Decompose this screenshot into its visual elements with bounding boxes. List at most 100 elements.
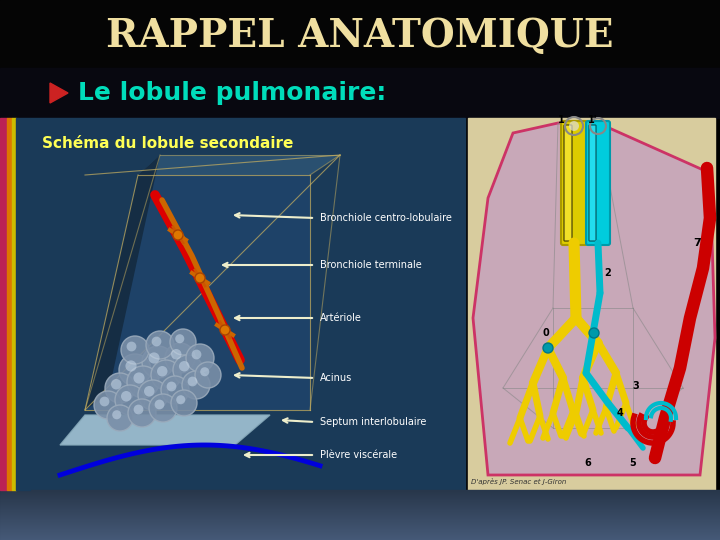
Circle shape <box>543 343 553 353</box>
Bar <box>0 507 720 508</box>
Bar <box>0 531 720 532</box>
Text: 3: 3 <box>633 381 639 391</box>
Bar <box>0 504 720 505</box>
Text: 2: 2 <box>605 268 611 278</box>
Bar <box>0 513 720 514</box>
Circle shape <box>134 404 143 414</box>
Bar <box>0 536 720 537</box>
Bar <box>0 515 720 516</box>
Text: Acinus: Acinus <box>320 373 352 383</box>
Bar <box>0 500 720 501</box>
Circle shape <box>200 367 210 376</box>
Bar <box>12 118 16 490</box>
Text: 0: 0 <box>543 328 549 338</box>
Bar <box>0 514 720 515</box>
FancyBboxPatch shape <box>589 125 596 241</box>
Circle shape <box>121 391 132 402</box>
Text: 4: 4 <box>616 408 624 418</box>
Bar <box>0 498 720 499</box>
Circle shape <box>112 410 121 419</box>
Bar <box>0 505 720 506</box>
Bar <box>30 118 465 490</box>
Bar <box>0 508 720 509</box>
Circle shape <box>142 346 174 378</box>
Circle shape <box>99 396 109 407</box>
Circle shape <box>107 405 133 431</box>
Polygon shape <box>60 415 270 445</box>
Circle shape <box>121 336 149 364</box>
Circle shape <box>175 334 184 343</box>
Circle shape <box>171 390 197 416</box>
Bar <box>0 517 720 518</box>
Circle shape <box>146 331 174 359</box>
Bar <box>0 0 720 68</box>
Bar <box>0 537 720 538</box>
Bar <box>0 490 720 491</box>
Circle shape <box>94 391 122 419</box>
Text: Schéma du lobule secondaire: Schéma du lobule secondaire <box>42 136 293 151</box>
Circle shape <box>105 373 135 403</box>
Text: 1': 1' <box>588 115 598 125</box>
Bar <box>0 503 720 504</box>
Circle shape <box>128 399 156 427</box>
Bar <box>0 524 720 525</box>
Circle shape <box>166 382 176 392</box>
Bar <box>0 538 720 539</box>
Bar <box>0 535 720 536</box>
Circle shape <box>195 273 205 283</box>
Bar <box>468 118 715 490</box>
Circle shape <box>589 328 599 338</box>
Text: Plèvre viscérale: Plèvre viscérale <box>320 450 397 460</box>
Circle shape <box>127 342 136 352</box>
Circle shape <box>165 343 195 373</box>
Bar <box>0 118 7 490</box>
Bar <box>0 528 720 529</box>
Bar <box>0 522 720 523</box>
Circle shape <box>170 329 196 355</box>
Circle shape <box>144 386 155 396</box>
Bar <box>0 525 720 526</box>
Circle shape <box>115 385 145 415</box>
Bar <box>0 68 720 118</box>
Text: RAPPEL ANATOMIQUE: RAPPEL ANATOMIQUE <box>107 17 613 55</box>
Text: Bronchiole centro-lobulaire: Bronchiole centro-lobulaire <box>320 213 452 223</box>
Circle shape <box>127 366 159 398</box>
Circle shape <box>111 379 122 389</box>
Bar <box>0 530 720 531</box>
Text: 1: 1 <box>557 115 564 125</box>
Text: D'après JP. Senac et J-Giron: D'après JP. Senac et J-Giron <box>471 478 567 485</box>
Bar <box>0 523 720 524</box>
Circle shape <box>176 395 185 404</box>
Bar <box>0 495 720 496</box>
Text: Artériole: Artériole <box>320 313 362 323</box>
Text: 7: 7 <box>693 238 701 248</box>
Bar <box>0 521 720 522</box>
Bar <box>0 516 720 517</box>
Bar <box>0 512 720 513</box>
Circle shape <box>161 376 189 404</box>
Bar <box>0 506 720 507</box>
Circle shape <box>138 380 168 410</box>
Bar <box>0 519 720 520</box>
Circle shape <box>179 361 189 372</box>
Bar <box>0 502 720 503</box>
Circle shape <box>133 373 145 383</box>
Text: Septum interlobulaire: Septum interlobulaire <box>320 417 426 427</box>
Bar <box>0 501 720 502</box>
Circle shape <box>173 230 183 240</box>
Circle shape <box>148 353 160 363</box>
Text: 6: 6 <box>585 458 591 468</box>
Bar <box>0 491 720 492</box>
Bar <box>0 509 720 510</box>
Bar <box>0 539 720 540</box>
Polygon shape <box>50 83 68 103</box>
Bar <box>0 534 720 535</box>
Circle shape <box>119 354 151 386</box>
Polygon shape <box>473 123 715 475</box>
FancyBboxPatch shape <box>586 121 610 245</box>
Circle shape <box>151 360 181 390</box>
Bar <box>0 526 720 527</box>
Polygon shape <box>85 175 310 410</box>
Bar <box>0 499 720 500</box>
Bar <box>0 492 720 493</box>
